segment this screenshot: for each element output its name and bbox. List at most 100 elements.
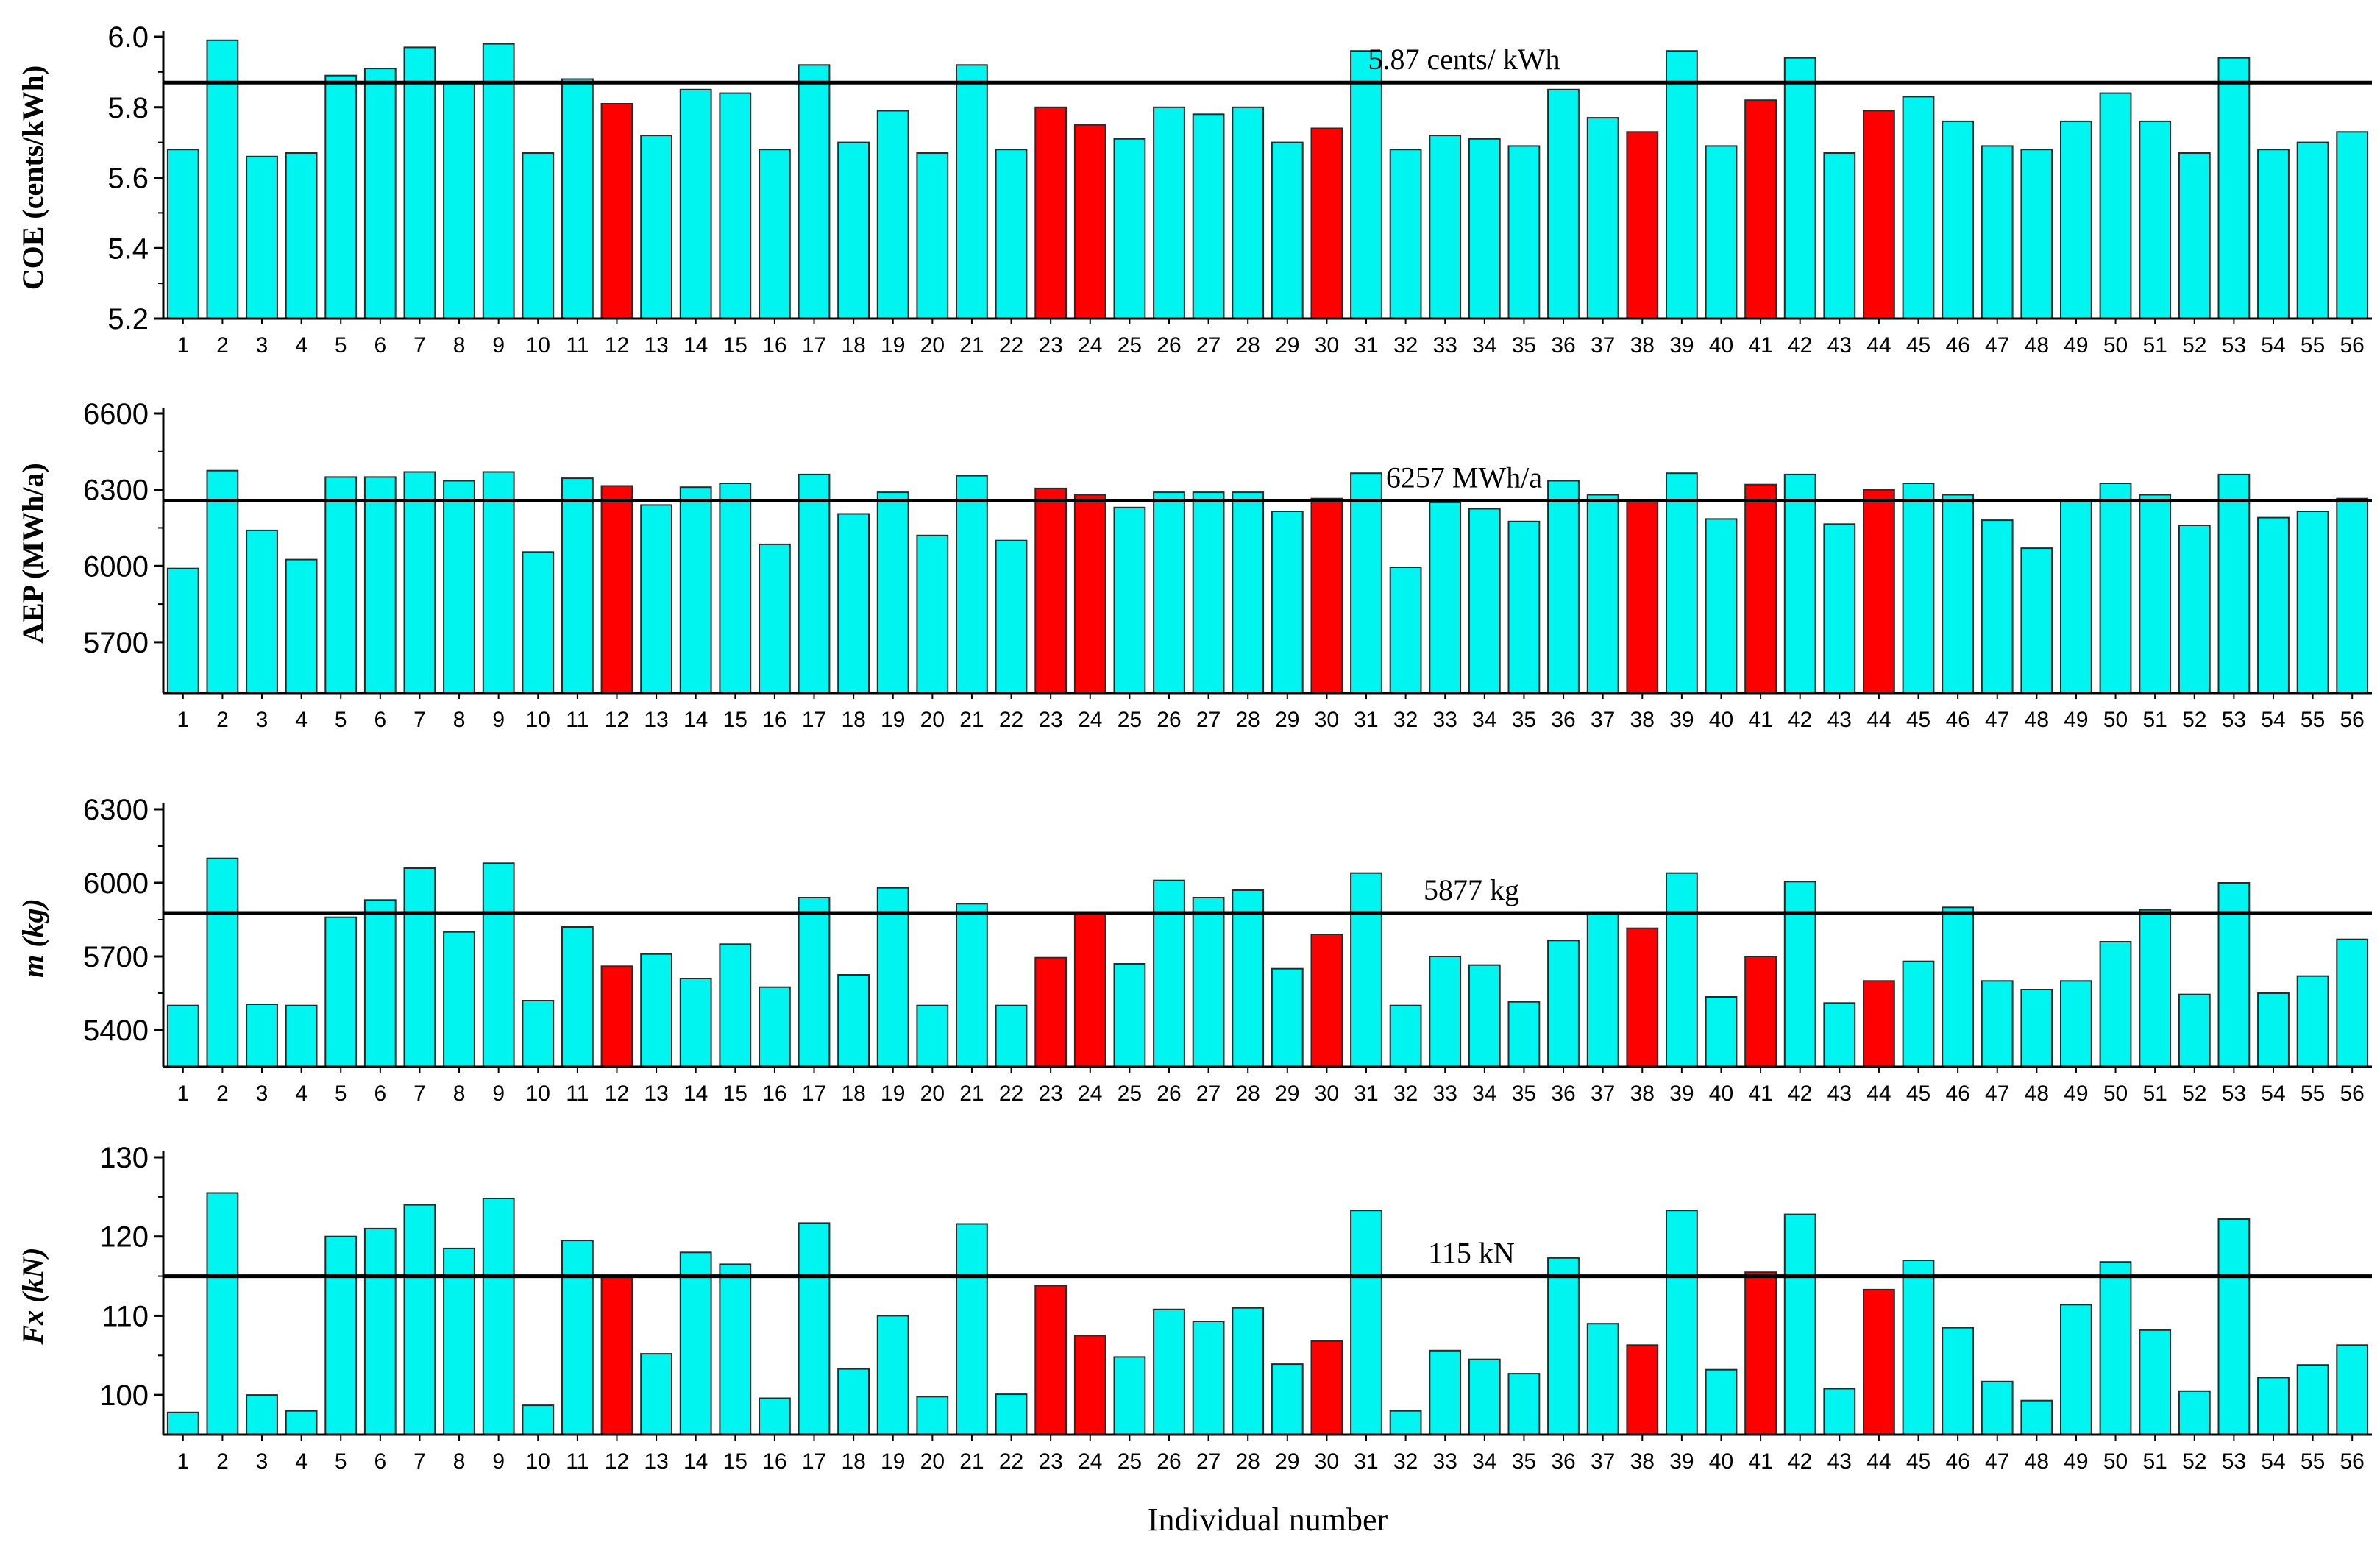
- bar-1: [166, 567, 199, 695]
- bar-31: [1350, 872, 1382, 1068]
- x-tick-label: 30: [1315, 333, 1339, 358]
- bar-35: [1507, 1373, 1541, 1435]
- bar-28: [1232, 491, 1265, 694]
- bar-46: [1942, 120, 1974, 319]
- x-tick-label: 55: [2301, 708, 2325, 732]
- x-tick-label: 29: [1275, 333, 1299, 358]
- bar-17: [798, 897, 831, 1068]
- x-tick-label: 41: [1748, 1082, 1772, 1106]
- bar-48: [2020, 149, 2053, 319]
- x-tick-label: 31: [1354, 1449, 1378, 1474]
- x-tick-label: 38: [1630, 1082, 1655, 1106]
- bar-3: [246, 1004, 278, 1068]
- x-tick-label: 52: [2182, 708, 2206, 732]
- x-tick-label: 13: [644, 708, 668, 732]
- bar-41-highlighted: [1744, 483, 1777, 694]
- x-tick-label: 55: [2301, 1082, 2325, 1106]
- x-tick-label: 48: [2025, 333, 2049, 358]
- x-tick-label: 25: [1118, 1082, 1142, 1106]
- bar-39: [1666, 50, 1698, 319]
- x-tick-label: 56: [2340, 708, 2365, 732]
- bar-16: [759, 543, 791, 695]
- bar-28: [1232, 106, 1265, 320]
- bar-48: [2020, 547, 2053, 694]
- bar-44-highlighted: [1863, 1288, 1895, 1436]
- bar-31: [1350, 50, 1382, 319]
- x-tick-label: 27: [1196, 333, 1221, 358]
- x-tick-label: 56: [2340, 1449, 2365, 1474]
- bar-4: [285, 1004, 318, 1068]
- x-tick-label: 46: [1945, 1449, 1969, 1474]
- bar-28: [1232, 1307, 1265, 1435]
- x-tick-label: 33: [1433, 1449, 1457, 1474]
- x-tick-label: 21: [959, 1449, 984, 1474]
- y-tick-label: 5.6: [107, 163, 149, 195]
- x-tick-label: 26: [1157, 333, 1181, 358]
- x-tick-label: 32: [1393, 1082, 1418, 1106]
- x-tick-label: 13: [644, 333, 668, 358]
- reference-label: 5.87 cents/ kWh: [1368, 43, 1560, 76]
- bar-4: [285, 152, 318, 319]
- x-tick-label: 32: [1393, 333, 1418, 358]
- x-tick-label: 18: [841, 333, 865, 358]
- x-tick-label: 13: [644, 1449, 668, 1474]
- bar-29: [1271, 511, 1304, 694]
- bar-9: [482, 862, 515, 1068]
- bar-35: [1507, 1001, 1541, 1068]
- x-tick-label: 6: [374, 1082, 386, 1106]
- x-tick-label: 22: [999, 708, 1023, 732]
- bar-19: [876, 1315, 909, 1436]
- x-tick-label: 47: [1985, 1449, 2009, 1474]
- bar-12-highlighted: [600, 485, 633, 694]
- bar-47: [1981, 519, 2014, 694]
- bar-54: [2257, 1377, 2290, 1436]
- x-tick-label: 56: [2340, 333, 2365, 358]
- bar-29: [1271, 1363, 1304, 1435]
- y-axis-label: Fx (kN): [16, 1247, 49, 1345]
- bar-10: [522, 152, 555, 319]
- bar-18: [837, 1368, 870, 1435]
- bar-6: [363, 68, 397, 319]
- bar-38-highlighted: [1626, 1344, 1659, 1436]
- bar-53: [2217, 57, 2251, 319]
- x-tick-label: 50: [2103, 1449, 2128, 1474]
- x-tick-label: 20: [920, 1449, 945, 1474]
- bar-22: [995, 539, 1028, 695]
- x-tick-label: 27: [1196, 708, 1221, 732]
- x-tick-label: 17: [802, 1082, 826, 1106]
- bar-2: [206, 39, 239, 320]
- bar-25: [1113, 1356, 1146, 1436]
- bar-19: [876, 110, 909, 319]
- bar-15: [719, 1263, 752, 1436]
- x-tick-label: 28: [1236, 333, 1260, 358]
- x-tick-label: 18: [841, 1082, 865, 1106]
- bar-33: [1429, 501, 1462, 695]
- x-tick-label: 21: [959, 1082, 984, 1106]
- x-tick-label: 29: [1275, 1082, 1299, 1106]
- reference-label: 6257 MWh/a: [1386, 461, 1542, 494]
- bar-33: [1429, 1349, 1462, 1436]
- x-tick-label: 18: [841, 708, 865, 732]
- bar-52: [2178, 152, 2211, 319]
- x-tick-label: 44: [1866, 1082, 1891, 1106]
- bar-55: [2296, 141, 2329, 319]
- x-tick-label: 12: [605, 333, 629, 358]
- bar-8: [443, 931, 475, 1068]
- bar-8: [443, 480, 475, 694]
- x-tick-label: 37: [1591, 1449, 1615, 1474]
- y-axis-label: COE (cents/kWh): [16, 65, 49, 291]
- x-tick-label: 23: [1038, 708, 1062, 732]
- x-tick-label: 21: [959, 708, 984, 732]
- bar-11: [561, 1240, 594, 1435]
- bar-13: [640, 1353, 673, 1435]
- x-tick-label: 43: [1827, 333, 1852, 358]
- x-tick-label: 9: [492, 708, 505, 732]
- x-tick-label: 28: [1236, 1082, 1260, 1106]
- bar-24-highlighted: [1073, 124, 1106, 319]
- x-tick-label: 52: [2182, 333, 2206, 358]
- bar-11: [561, 78, 594, 319]
- bar-6: [363, 899, 397, 1068]
- bar-34: [1468, 1358, 1501, 1435]
- bar-6: [363, 476, 397, 695]
